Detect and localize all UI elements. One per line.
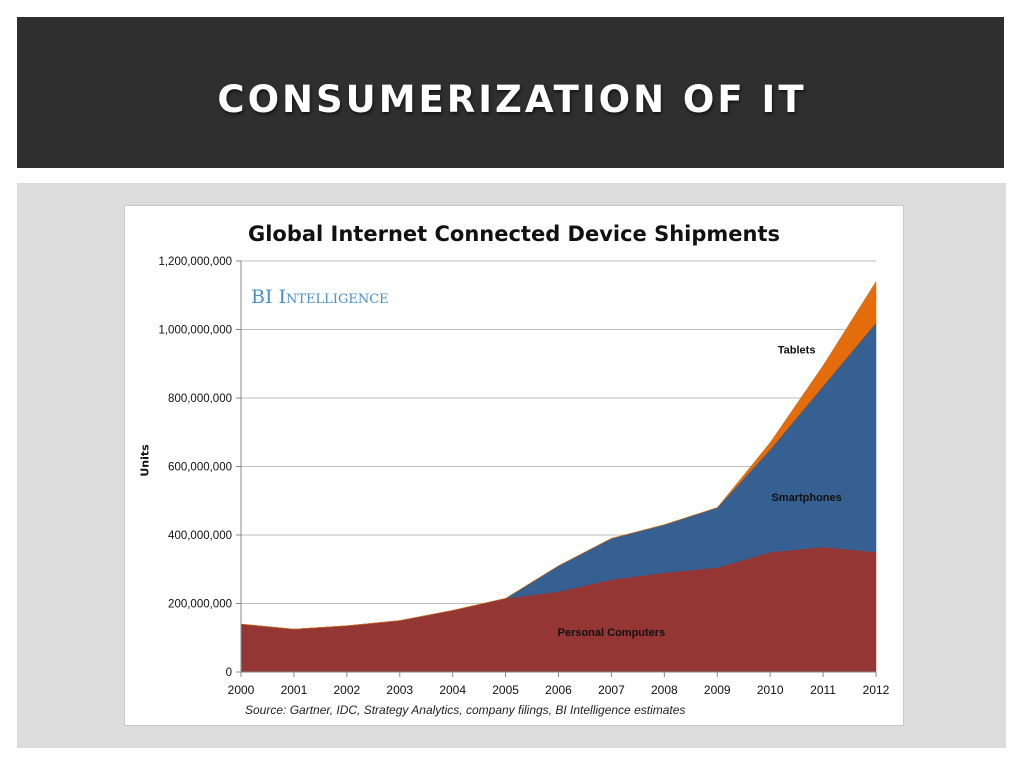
- y-tick-label: 1,000,000,000: [158, 325, 232, 337]
- x-tick-label: 2005: [492, 683, 519, 697]
- x-tick-label: 2002: [333, 683, 360, 697]
- x-tick-label: 2010: [757, 683, 784, 697]
- x-tick-label: 2008: [651, 683, 678, 697]
- x-tick-label: 2007: [598, 683, 625, 697]
- x-tick-label: 2003: [386, 683, 413, 697]
- chart-plot: 0 200,000,000 400,000,000 600,000,000 800,00…: [158, 256, 890, 697]
- y-axis-label: Units: [138, 444, 152, 477]
- x-tick-label: 2011: [810, 683, 836, 697]
- source-note: Source: Gartner, IDC, Strategy Analytics…: [245, 703, 686, 717]
- y-tick-label: 600,000,000: [168, 462, 232, 474]
- series-label-smartphones: Smartphones: [771, 492, 841, 504]
- x-tick-label: 2012: [863, 683, 890, 697]
- y-tick-label: 400,000,000: [168, 530, 232, 542]
- y-tick-label: 800,000,000: [168, 393, 232, 405]
- series-label-tablets: Tablets: [778, 344, 816, 356]
- x-tick-label: 2009: [704, 683, 731, 697]
- x-tick-label: 2006: [545, 683, 572, 697]
- chart-title: Global Internet Connected Device Shipmen…: [247, 222, 781, 246]
- x-tick-label: 2000: [228, 683, 255, 697]
- x-tick-label: 2004: [439, 683, 466, 697]
- header-band: [17, 17, 1004, 168]
- x-tick-label: 2001: [281, 683, 308, 697]
- y-tick-label: 200,000,000: [168, 599, 232, 611]
- y-tick-label: 1,200,000,000: [158, 256, 232, 268]
- area-tablets: [240, 280, 877, 630]
- brand-logo-text: BI Intelligence: [251, 286, 389, 308]
- y-tick-label: 0: [226, 667, 232, 679]
- slide-title: CONSUMERIZATION OF IT: [217, 78, 807, 121]
- series-label-personal-computers: Personal Computers: [558, 627, 666, 639]
- chart-card: Global Internet Connected Device Shipmen…: [124, 205, 904, 726]
